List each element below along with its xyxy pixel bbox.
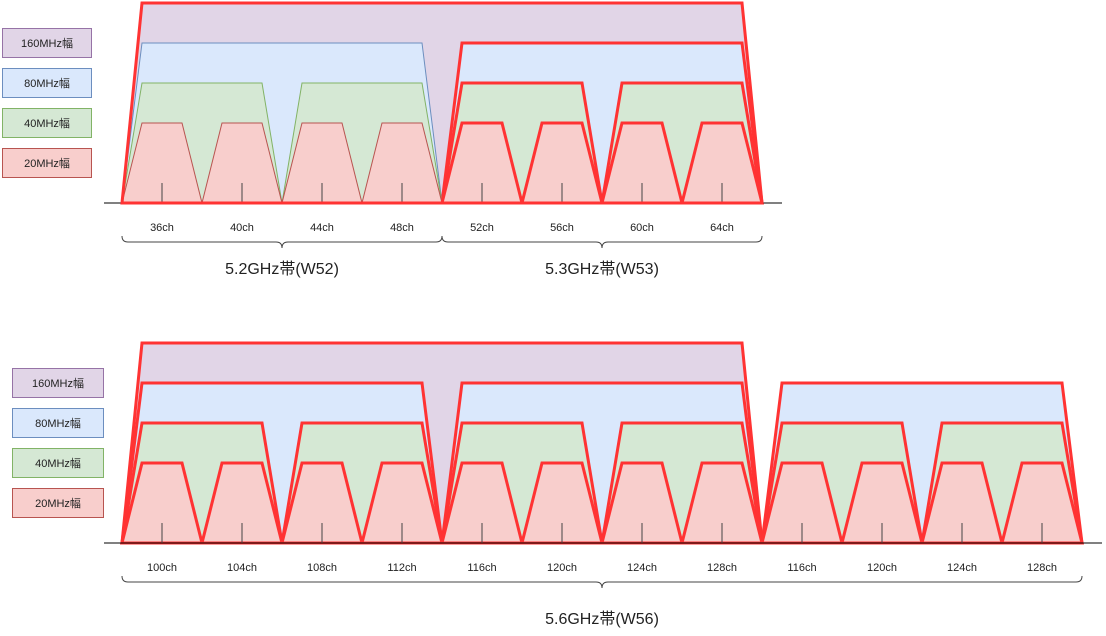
band-label-w52: 5.2GHz帯(W52) [225,260,339,278]
legend-20mhz-bottom: 20MHz幅 [12,488,104,518]
top-brace-w53 [441,235,763,249]
bottom-channel-label-10: 124ch [947,562,977,574]
top-channel-label-1: 40ch [230,222,254,234]
band-label-w53: 5.3GHz帯(W53) [545,260,659,278]
top-channel-label-2: 44ch [310,222,334,234]
legend-160mhz: 160MHz幅 [2,28,92,58]
bottom-channel-label-1: 104ch [227,562,257,574]
top-channel-label-6: 60ch [630,222,654,234]
bottom-channel-label-9: 120ch [867,562,897,574]
bottom-brace-w56 [121,575,1083,589]
bottom-channel-label-11: 128ch [1027,562,1057,574]
legend-40mhz-bottom: 40MHz幅 [12,448,104,478]
legend-80mhz-bottom: 80MHz幅 [12,408,104,438]
legend-80mhz: 80MHz幅 [2,68,92,98]
top-brace-w52 [121,235,443,249]
bottom-channel-label-5: 120ch [547,562,577,574]
top-channel-label-3: 48ch [390,222,414,234]
top-w160-highlight [120,1,764,205]
legend-160mhz-bottom: 160MHz幅 [12,368,104,398]
bottom-channel-label-7: 128ch [707,562,737,574]
legend-40mhz: 40MHz幅 [2,108,92,138]
band-label-w56: 5.6GHz帯(W56) [545,610,659,628]
legend-20mhz: 20MHz幅 [2,148,92,178]
bottom-channel-label-4: 116ch [467,562,496,574]
bottom-channel-label-6: 124ch [627,562,657,574]
top-channel-label-5: 56ch [550,222,574,234]
bottom-channel-label-2: 108ch [307,562,337,574]
bottom-channel-label-0: 100ch [147,562,177,574]
bottom-channel-label-8: 116ch [787,562,816,574]
top-channel-label-0: 36ch [150,222,174,234]
top-channel-label-7: 64ch [710,222,734,234]
top-channel-label-4: 52ch [470,222,494,234]
bottom-channel-label-3: 112ch [387,562,416,574]
